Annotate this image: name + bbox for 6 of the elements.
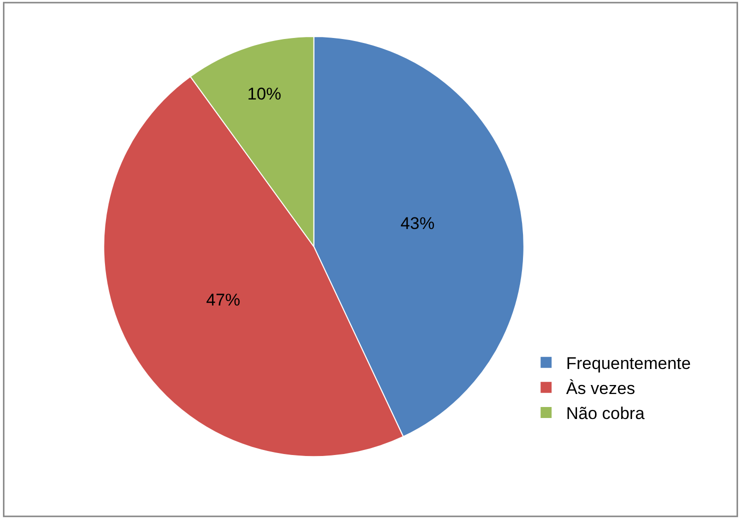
legend-label: Frequentemente	[566, 354, 691, 373]
legend-label: Não cobra	[566, 404, 646, 424]
data-label: 47%	[206, 290, 240, 310]
data-label: 10%	[247, 84, 282, 104]
data-label: 43%	[400, 214, 435, 233]
legend-label: Às vezes	[566, 379, 636, 398]
